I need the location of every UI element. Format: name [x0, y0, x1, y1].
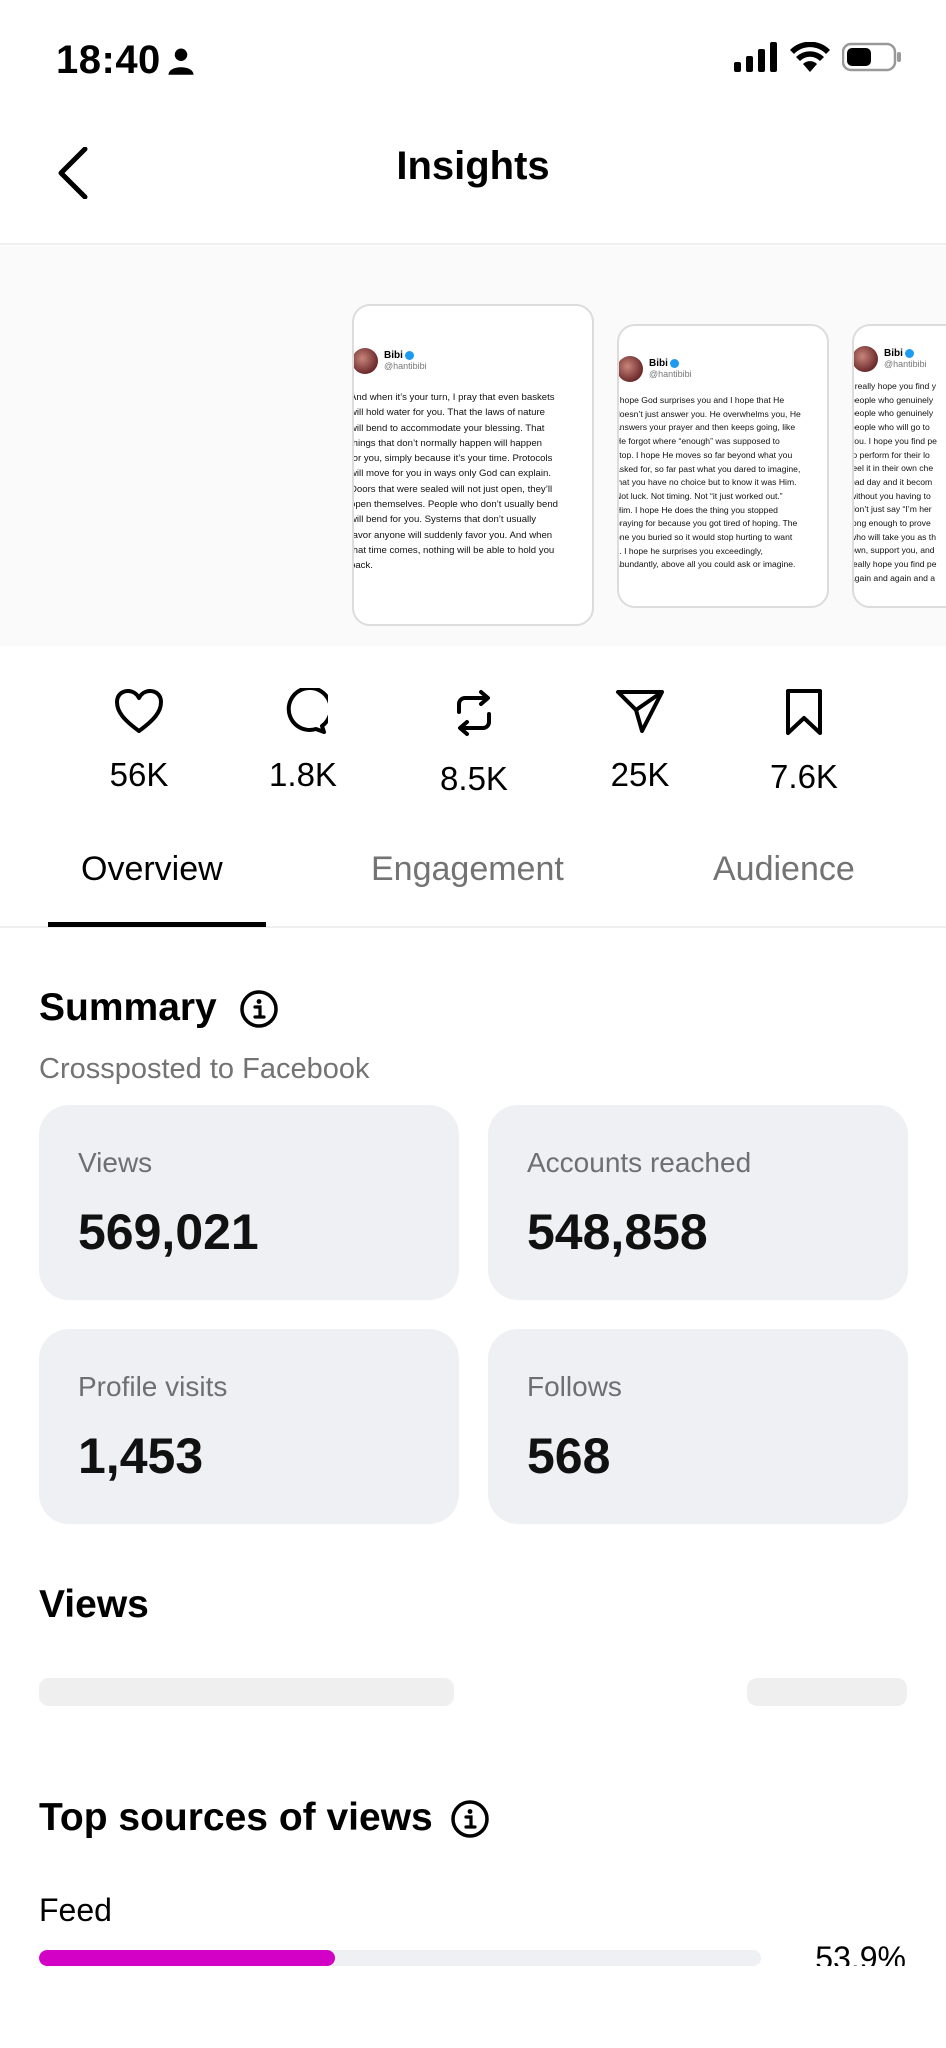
post-author: Bibi @hantibibi	[854, 326, 946, 372]
stat-card-views: Views 569,021	[39, 1105, 459, 1300]
back-button[interactable]	[48, 138, 98, 208]
shares-metric: 25K	[570, 680, 710, 794]
avatar	[619, 356, 643, 382]
loading-placeholder	[39, 1678, 454, 1706]
tab-audience[interactable]: Audience	[713, 850, 855, 888]
stat-label: Profile visits	[78, 1371, 228, 1402]
verified-icon	[669, 358, 679, 368]
comment-icon	[286, 688, 328, 734]
source-bar-fill	[39, 1950, 335, 1966]
verified-icon	[404, 350, 414, 360]
author-name: Bibi	[884, 348, 903, 359]
bottom-clip	[0, 1966, 946, 2048]
saves-metric: 7.6K	[734, 680, 874, 796]
repost-icon	[457, 690, 491, 736]
comments-metric: 1.8K	[233, 680, 373, 794]
stat-card-accounts-reached: Accounts reached 548,858	[488, 1105, 908, 1300]
tab-overview[interactable]: Overview	[81, 850, 223, 888]
post-author: Bibi @hantibibi	[619, 326, 827, 382]
reposts-count: 8.5K	[440, 760, 508, 797]
loading-placeholder	[747, 1678, 907, 1706]
cellular-signal-icon	[734, 42, 777, 72]
tab-engagement[interactable]: Engagement	[371, 850, 564, 888]
post-text: I hope God surprises you and I hope that…	[617, 395, 801, 570]
source-label-feed: Feed	[39, 1892, 112, 1928]
author-handle: @hantibibi	[649, 369, 692, 379]
author-name: Bibi	[649, 358, 668, 369]
post-text: I really hope you find y people who genu…	[852, 381, 937, 583]
author-name: Bibi	[384, 350, 403, 361]
bookmark-icon	[786, 689, 822, 735]
saves-count: 7.6K	[770, 758, 838, 795]
stat-card-follows: Follows 568	[488, 1329, 908, 1524]
stat-value: 548,858	[527, 1204, 708, 1260]
wifi-icon	[790, 42, 830, 72]
person-icon	[168, 48, 194, 75]
post-author: Bibi @hantibibi	[354, 306, 592, 374]
post-preview-card[interactable]: Bibi @hantibibi And when it’s your turn,…	[352, 304, 594, 626]
tab-bar: Overview Engagement Audience	[0, 830, 946, 928]
header: Insights	[0, 110, 946, 245]
chevron-left-icon	[58, 147, 88, 199]
stat-label: Accounts reached	[527, 1147, 752, 1178]
author-handle: @hantibibi	[384, 361, 427, 371]
page-title: Insights	[396, 144, 550, 188]
status-indicators	[734, 42, 902, 72]
post-carousel[interactable]: Bibi @hantibibi And when it’s your turn,…	[0, 246, 946, 646]
post-text: And when it’s your turn, I pray that eve…	[352, 392, 559, 572]
engagement-metrics: 56K 1.8K 8.5K 25K 7.6K	[0, 680, 946, 810]
post-preview-card[interactable]: Bibi @hantibibi I really hope you find y…	[852, 324, 946, 608]
stat-label: Views	[78, 1147, 153, 1178]
crosspost-note: Crossposted to Facebook	[39, 1053, 370, 1085]
likes-metric: 56K	[69, 680, 209, 794]
source-bar-track	[39, 1950, 761, 1966]
verified-icon	[904, 348, 914, 358]
stat-label: Follows	[527, 1371, 622, 1402]
shares-count: 25K	[610, 756, 670, 793]
top-sources-title: Top sources of views	[39, 1796, 433, 1839]
info-icon[interactable]	[239, 989, 279, 1029]
avatar	[854, 346, 878, 372]
reposts-metric: 8.5K	[404, 680, 544, 798]
stat-value: 1,453	[78, 1428, 204, 1484]
active-tab-indicator	[48, 922, 266, 927]
stat-value: 569,021	[78, 1204, 259, 1260]
avatar	[354, 348, 378, 374]
status-time: 18:40	[56, 38, 161, 82]
info-icon[interactable]	[450, 1799, 490, 1839]
likes-count: 56K	[109, 756, 169, 793]
battery-icon	[842, 42, 901, 72]
comments-count: 1.8K	[269, 756, 337, 793]
stat-value: 568	[527, 1428, 611, 1484]
post-preview-card[interactable]: Bibi @hantibibi I hope God surprises you…	[617, 324, 829, 608]
summary-title: Summary	[39, 986, 217, 1029]
status-bar: 18:40	[0, 0, 946, 110]
views-section-title: Views	[39, 1583, 149, 1626]
heart-icon	[115, 689, 163, 733]
author-handle: @hantibibi	[884, 359, 927, 369]
stat-card-profile-visits: Profile visits 1,453	[39, 1329, 459, 1524]
share-icon	[616, 690, 664, 733]
